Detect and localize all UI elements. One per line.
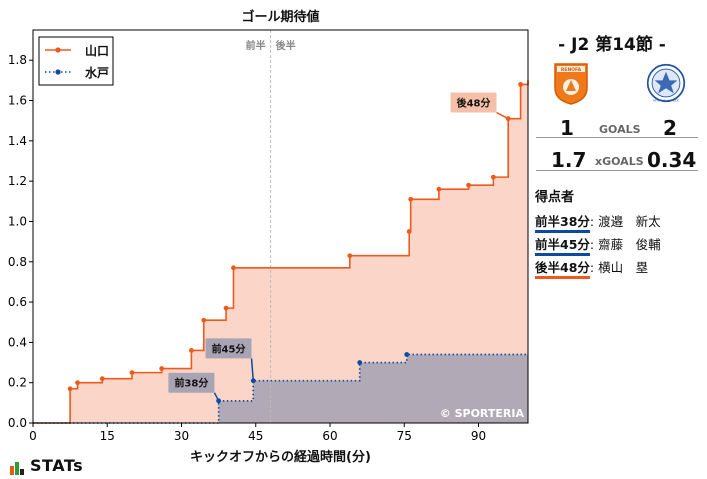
scorer-row: 前半38分: 渡邉 新太 bbox=[535, 211, 661, 233]
legend-marker bbox=[55, 69, 61, 75]
divider bbox=[536, 170, 698, 171]
data-point bbox=[231, 265, 236, 271]
chart-title: ゴール期待値 bbox=[241, 9, 319, 25]
series-area-水戸 bbox=[33, 354, 528, 423]
stats-brand-logo: STATs bbox=[10, 456, 83, 475]
data-point bbox=[436, 186, 442, 192]
annotation-label: 前45分 bbox=[212, 342, 246, 355]
y-tick-label: 0.4 bbox=[8, 335, 27, 349]
bar-logo-icon bbox=[10, 456, 25, 475]
data-point bbox=[201, 317, 207, 323]
x-tick-label: 75 bbox=[397, 429, 412, 443]
annotation-label: 後48分 bbox=[457, 97, 491, 110]
y-tick-label: 1.4 bbox=[8, 134, 27, 148]
plot-frame bbox=[32, 29, 529, 424]
x-axis-label: キックオフからの経過時間(分) bbox=[190, 449, 371, 465]
home-crest-text: RENOFA bbox=[561, 67, 582, 73]
home-score: 1 bbox=[560, 116, 574, 140]
y-tick-label: 1.0 bbox=[8, 214, 27, 228]
scorer-name: 横山 塁 bbox=[598, 260, 649, 275]
y-tick-label: 0.8 bbox=[8, 255, 27, 269]
x-tick-label: 15 bbox=[100, 429, 115, 443]
data-point bbox=[490, 174, 496, 180]
data-point bbox=[189, 348, 194, 353]
annotation-arrow bbox=[250, 358, 255, 381]
data-point bbox=[518, 82, 523, 87]
away-score: 2 bbox=[663, 116, 677, 140]
scorer-time: 前半38分 bbox=[535, 214, 590, 233]
data-point bbox=[129, 370, 135, 376]
annotation-box bbox=[168, 372, 215, 393]
scorer-time: 後半48分 bbox=[535, 260, 590, 279]
halftime-label-second: 後半 bbox=[276, 39, 296, 52]
goals-label: GOALS bbox=[599, 123, 641, 136]
scorer-time: 前半45分 bbox=[535, 237, 590, 256]
annotation-arrow bbox=[496, 111, 509, 120]
home-xg: 1.7 bbox=[551, 148, 587, 172]
away-team-crest-icon: MITO HOLLY HOCK bbox=[646, 63, 686, 102]
y-tick-label: 0.6 bbox=[8, 295, 27, 309]
x-tick-label: 0 bbox=[29, 429, 37, 443]
scorer-name: 渡邉 新太 bbox=[598, 214, 661, 229]
scorer-row: 前半45分: 齋藤 俊輔 bbox=[535, 234, 661, 256]
home-team-crest-icon: RENOFA bbox=[554, 63, 588, 105]
x-tick-label: 45 bbox=[248, 429, 263, 443]
y-tick-label: 1.8 bbox=[8, 53, 27, 67]
annotation-arrow bbox=[213, 392, 220, 402]
data-point bbox=[406, 229, 412, 234]
halftime-label-first: 前半 bbox=[246, 39, 266, 52]
y-tick-label: 0.2 bbox=[8, 376, 27, 390]
away-crest-text: MITO HOLLY HOCK bbox=[653, 98, 679, 102]
y-tick-label: 1.6 bbox=[8, 94, 27, 108]
data-point bbox=[67, 386, 73, 392]
match-summary-panel: - J2 第14節 - RENOFA MITO HOLLY HOCK 1 GOA… bbox=[532, 0, 707, 479]
brand-name: STATs bbox=[30, 456, 84, 475]
legend-label: 山口 bbox=[85, 43, 109, 58]
legend-label: 水戸 bbox=[85, 65, 109, 80]
watermark: © SPORTERIA bbox=[440, 407, 525, 420]
x-tick-label: 60 bbox=[322, 429, 337, 443]
x-tick-label: 30 bbox=[174, 429, 189, 443]
data-point bbox=[223, 305, 229, 311]
away-xg: 0.34 bbox=[647, 148, 697, 172]
data-point bbox=[466, 182, 471, 188]
annotation-box bbox=[205, 338, 252, 359]
divider bbox=[536, 137, 698, 138]
scorers-title: 得点者 bbox=[535, 190, 575, 205]
xgoals-label: xGOALS bbox=[595, 155, 644, 168]
series-line-水戸 bbox=[33, 353, 528, 424]
data-point bbox=[159, 366, 165, 371]
annotation-label: 前38分 bbox=[174, 377, 208, 390]
legend-box bbox=[38, 36, 114, 86]
scorer-name: 齋藤 俊輔 bbox=[598, 237, 661, 252]
data-point bbox=[404, 352, 410, 357]
data-point bbox=[347, 253, 353, 259]
data-point bbox=[75, 380, 80, 386]
data-point bbox=[408, 196, 414, 202]
x-tick-label: 90 bbox=[471, 429, 486, 443]
y-tick-label: 1.2 bbox=[8, 174, 27, 188]
match-round-title: - J2 第14節 - bbox=[558, 35, 666, 55]
series-area-山口 bbox=[33, 80, 528, 423]
annotation-box bbox=[450, 92, 497, 113]
legend-marker bbox=[55, 47, 61, 53]
y-tick-label: 0.0 bbox=[8, 416, 27, 430]
data-point bbox=[357, 360, 363, 365]
data-point bbox=[99, 376, 105, 382]
scorer-row: 後半48分: 横山 塁 bbox=[535, 257, 649, 279]
